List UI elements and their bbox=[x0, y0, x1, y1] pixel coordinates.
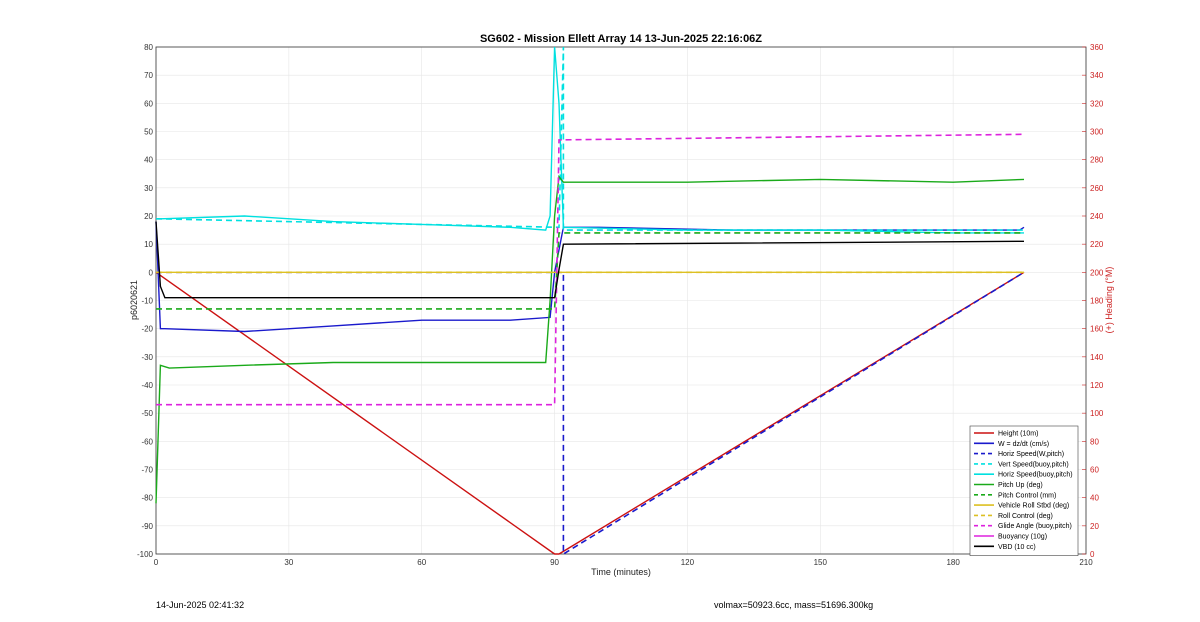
y-tick-label: -60 bbox=[141, 437, 153, 446]
series-line bbox=[156, 133, 1025, 406]
legend-label: VBD (10 cc) bbox=[998, 544, 1036, 551]
y-axis-label: p6020621 bbox=[129, 280, 139, 320]
legend-label: Vehicle Roll Stbd (deg) bbox=[998, 503, 1069, 510]
y-tick-label: 0 bbox=[149, 268, 154, 277]
series-line bbox=[155, 271, 1025, 555]
y2-tick-label: 360 bbox=[1090, 43, 1104, 52]
legend-label: Horiz Speed(buoy,pitch) bbox=[998, 472, 1073, 479]
y2-tick-label: 80 bbox=[1090, 437, 1099, 446]
y2-axis-label: (+) Heading (°M) bbox=[1104, 267, 1114, 334]
x-tick-label: 180 bbox=[946, 558, 960, 567]
y2-tick-label: 300 bbox=[1090, 128, 1104, 137]
x-tick-label: 150 bbox=[814, 558, 828, 567]
y-tick-label: 50 bbox=[144, 128, 153, 137]
legend-label: W = dz/dt (cm/s) bbox=[998, 441, 1049, 448]
x-tick-label: 30 bbox=[284, 558, 293, 567]
y-tick-label: -30 bbox=[141, 353, 153, 362]
y2-tick-label: 60 bbox=[1090, 466, 1099, 475]
y2-tick-label: 220 bbox=[1090, 240, 1104, 249]
x-tick-label: 210 bbox=[1079, 558, 1093, 567]
y-tick-label: 80 bbox=[144, 43, 153, 52]
y2-tick-labels: 0 20 40 60 80 100 120 140 160 180 200 220 240 260 280 3… bbox=[1082, 43, 1104, 559]
y2-tick-label: 320 bbox=[1090, 99, 1104, 108]
y-tick-label: -100 bbox=[137, 550, 154, 559]
series-line bbox=[155, 221, 1025, 299]
y-tick-label: 10 bbox=[144, 240, 153, 249]
legend-label: Pitch Up (deg) bbox=[998, 482, 1043, 489]
x-axis-label: Time (minutes) bbox=[591, 567, 651, 577]
x-tick-label: 90 bbox=[550, 558, 559, 567]
y2-tick-label: 140 bbox=[1090, 353, 1104, 362]
y-tick-labels: -100-90-80-70-60-50-40-30-20-10010203040… bbox=[137, 43, 154, 559]
y2-tick-label: 340 bbox=[1090, 71, 1104, 80]
y-tick-label: -70 bbox=[141, 466, 153, 475]
legend: Height (10m) W = dz/dt (cm/s) Horiz Speed(… bbox=[969, 425, 1079, 556]
legend-label: Height (10m) bbox=[998, 431, 1038, 438]
y-tick-label: 40 bbox=[144, 156, 153, 165]
y-tick-label: -90 bbox=[141, 522, 153, 531]
y2-tick-label: 260 bbox=[1090, 184, 1104, 193]
legend-label: Vert Speed(buoy,pitch) bbox=[998, 461, 1069, 468]
y-tick-label: -40 bbox=[141, 381, 153, 390]
y-tick-label: -80 bbox=[141, 494, 153, 503]
y2-tick-label: 100 bbox=[1090, 409, 1104, 418]
y2-tick-label: 120 bbox=[1090, 381, 1104, 390]
x-tick-label: 120 bbox=[681, 558, 695, 567]
y2-tick-label: 200 bbox=[1090, 268, 1104, 277]
y-tick-label: -50 bbox=[141, 409, 153, 418]
legend-box bbox=[969, 425, 1079, 556]
y2-tick-label: 20 bbox=[1090, 522, 1099, 531]
y-tick-label: 60 bbox=[144, 99, 153, 108]
grid-lines bbox=[155, 46, 1087, 555]
series-line bbox=[155, 221, 1025, 333]
chart-title: SG602 - Mission Ellett Array 14 13-Jun-2… bbox=[480, 33, 762, 45]
x-tick-label: 0 bbox=[154, 558, 159, 567]
data-traces bbox=[155, 46, 1025, 556]
y2-tick-label: 160 bbox=[1090, 325, 1104, 334]
y2-tick-label: 240 bbox=[1090, 212, 1104, 221]
y2-tick-label: 40 bbox=[1090, 494, 1099, 503]
series-line bbox=[155, 174, 1025, 504]
y2-tick-label: 280 bbox=[1090, 156, 1104, 165]
legend-label: Pitch Control (mm) bbox=[998, 492, 1056, 499]
y-tick-label: 70 bbox=[144, 71, 153, 80]
footer-volmax-mass: volmax=50923.6cc, mass=51696.300kg bbox=[714, 600, 874, 610]
y2-tick-label: 180 bbox=[1090, 297, 1104, 306]
legend-label: Buoyancy (10g) bbox=[998, 534, 1047, 541]
y-tick-label: -20 bbox=[141, 325, 153, 334]
y-tick-label: 20 bbox=[144, 212, 153, 221]
y2-tick-label: 0 bbox=[1090, 550, 1095, 559]
x-tick-label: 60 bbox=[417, 558, 426, 567]
series-line bbox=[156, 46, 1024, 234]
y-tick-label: 30 bbox=[144, 184, 153, 193]
y-tick-label: -10 bbox=[141, 297, 153, 306]
series-line bbox=[155, 46, 1024, 231]
x-tick-labels: 0 30 60 90 120 150 180 210 bbox=[154, 558, 1093, 567]
legend-label: Horiz Speed(W,pitch) bbox=[998, 451, 1064, 458]
legend-label: Roll Control (deg) bbox=[998, 513, 1053, 520]
footer-timestamp: 14-Jun-2025 02:41:32 bbox=[156, 600, 245, 610]
legend-label: Glide Angle (buoy,pitch) bbox=[998, 523, 1072, 530]
